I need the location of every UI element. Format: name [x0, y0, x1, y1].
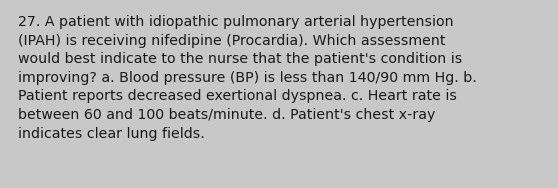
Text: 27. A patient with idiopathic pulmonary arterial hypertension
(IPAH) is receivin: 27. A patient with idiopathic pulmonary …: [18, 15, 477, 141]
